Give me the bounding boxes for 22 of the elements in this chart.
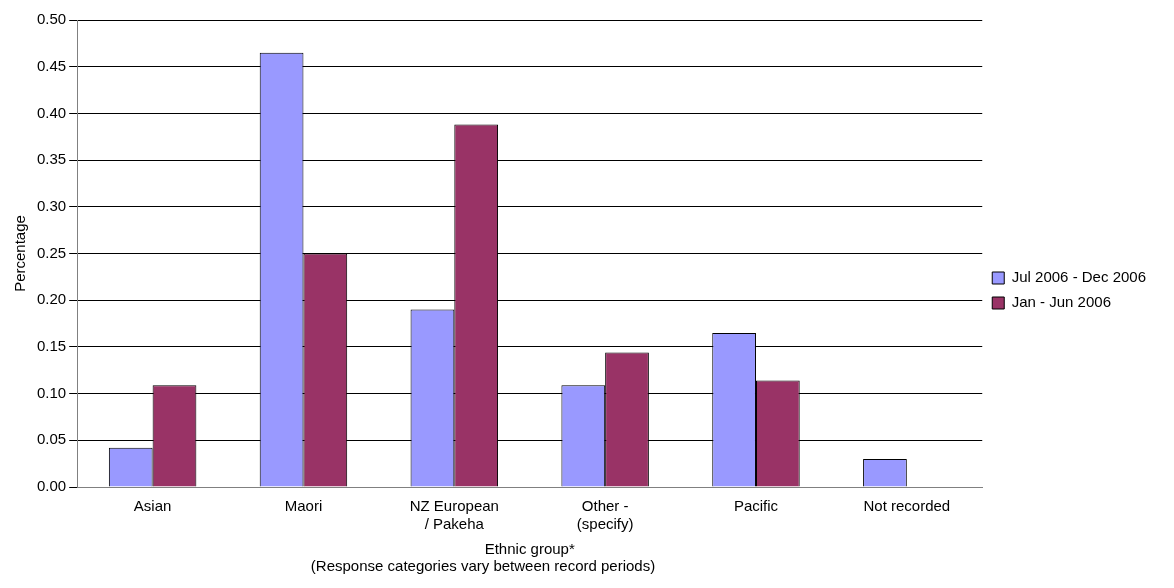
x-tick-label: Asian [133,497,172,515]
y-tick-label: 0.15 [36,337,67,355]
y-tick-label: 0.35 [36,150,67,168]
y-tick-label: 0.00 [36,477,67,495]
y-tick-label: 0.50 [36,10,67,28]
x-tick-label: NZ European / Pakeha [409,497,499,533]
x-tick-label: Other - (specify) [576,497,634,533]
x-tick-label: Pacific [733,497,779,515]
y-axis-title: Percentage [11,215,29,292]
y-tick-label: 0.20 [36,290,67,308]
y-tick-label: 0.05 [36,430,67,448]
y-tick-label: 0.45 [36,56,67,74]
y-tick-label: 0.10 [36,383,67,401]
y-tick-label: 0.30 [36,196,67,214]
legend-label: Jan - Jun 2006 [1011,293,1111,311]
legend-label: Jul 2006 - Dec 2006 [1011,268,1147,286]
x-tick-label: Maori [284,497,323,515]
y-tick-label: 0.25 [36,243,67,261]
x-axis-title: Ethnic group* [484,540,575,558]
x-tick-label: Not recorded [863,497,951,515]
y-tick-label: 0.40 [36,103,67,121]
text: (Response categories vary between record periods) [309,557,657,574]
